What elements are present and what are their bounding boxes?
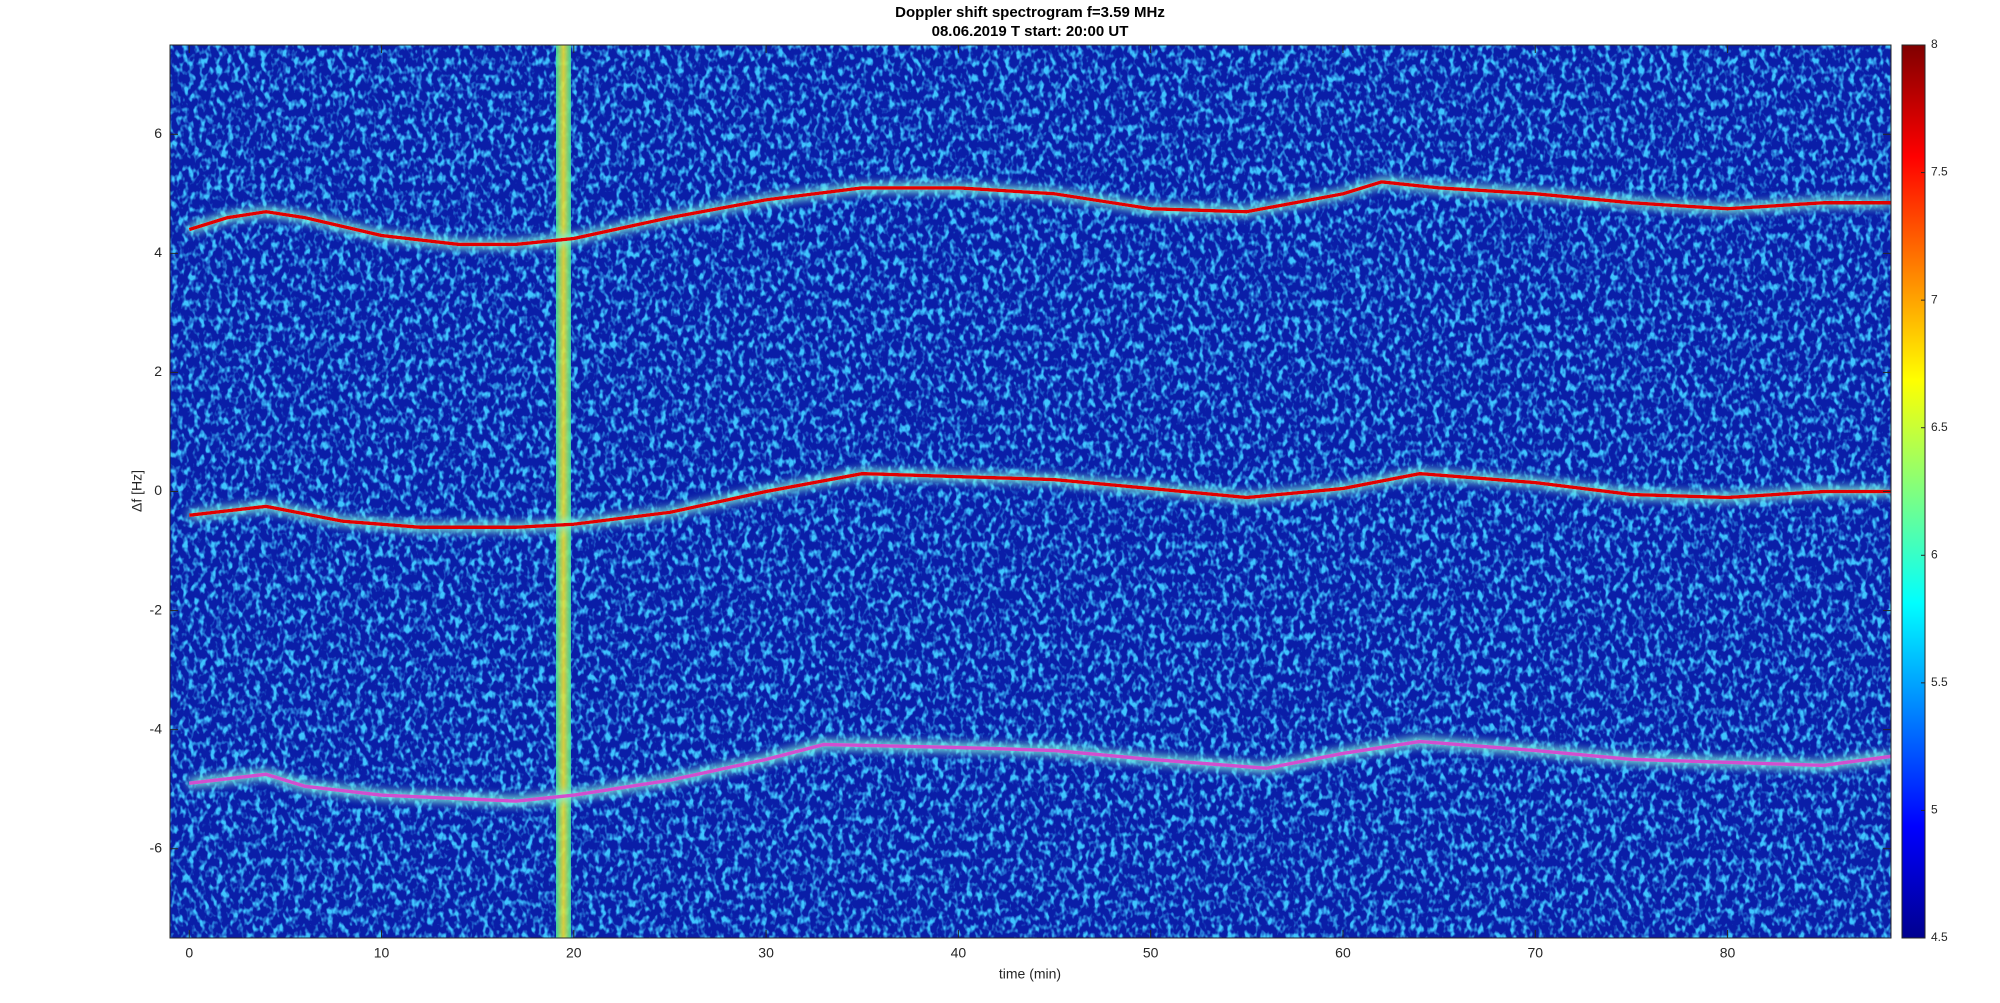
x-tick-label: 30 [758, 945, 774, 961]
doppler-trace [188, 739, 1891, 803]
y-tick-label: 6 [154, 125, 162, 141]
noise-texture [170, 45, 1891, 938]
chart-subtitle: 08.06.2019 T start: 20:00 UT [932, 23, 1129, 40]
colorbar [1901, 44, 1926, 939]
chart-title: Doppler shift spectrogram f=3.59 MHz [895, 4, 1165, 21]
y-axis-label: Δf [Hz] [129, 470, 145, 512]
interference-stripe [556, 45, 571, 938]
doppler-trace [188, 180, 1891, 247]
y-tick-label: -4 [150, 720, 163, 736]
colorbar-tick-label: 8 [1931, 37, 1938, 51]
x-tick-label: 20 [566, 945, 582, 961]
colorbar-tick-label: 6.5 [1931, 420, 1948, 434]
y-tick-label: -6 [150, 839, 163, 855]
x-tick-label: 50 [1143, 945, 1159, 961]
x-axis-label: time (min) [999, 966, 1061, 982]
colorbar-tick-label: 7.5 [1931, 165, 1948, 179]
y-tick-label: 4 [154, 244, 162, 260]
colorbar-tick-label: 5 [1931, 803, 1938, 817]
x-tick-label: 10 [374, 945, 390, 961]
y-tick-label: 0 [154, 482, 162, 498]
x-tick-label: 80 [1720, 945, 1736, 961]
colorbar-tick-label: 6 [1931, 547, 1938, 561]
y-tick-label: 2 [154, 363, 162, 379]
traces [188, 180, 1891, 803]
x-tick-label: 40 [951, 945, 967, 961]
x-tick-label: 70 [1527, 945, 1543, 961]
y-tick-label: -2 [150, 601, 163, 617]
spectrogram-background [170, 45, 1891, 938]
colorbar-tick-label: 4.5 [1931, 930, 1948, 944]
doppler-trace [188, 471, 1891, 529]
x-tick-label: 0 [185, 945, 193, 961]
x-tick-label: 60 [1335, 945, 1351, 961]
colorbar-tick-label: 5.5 [1931, 675, 1948, 689]
colorbar-tick-label: 7 [1931, 292, 1938, 306]
